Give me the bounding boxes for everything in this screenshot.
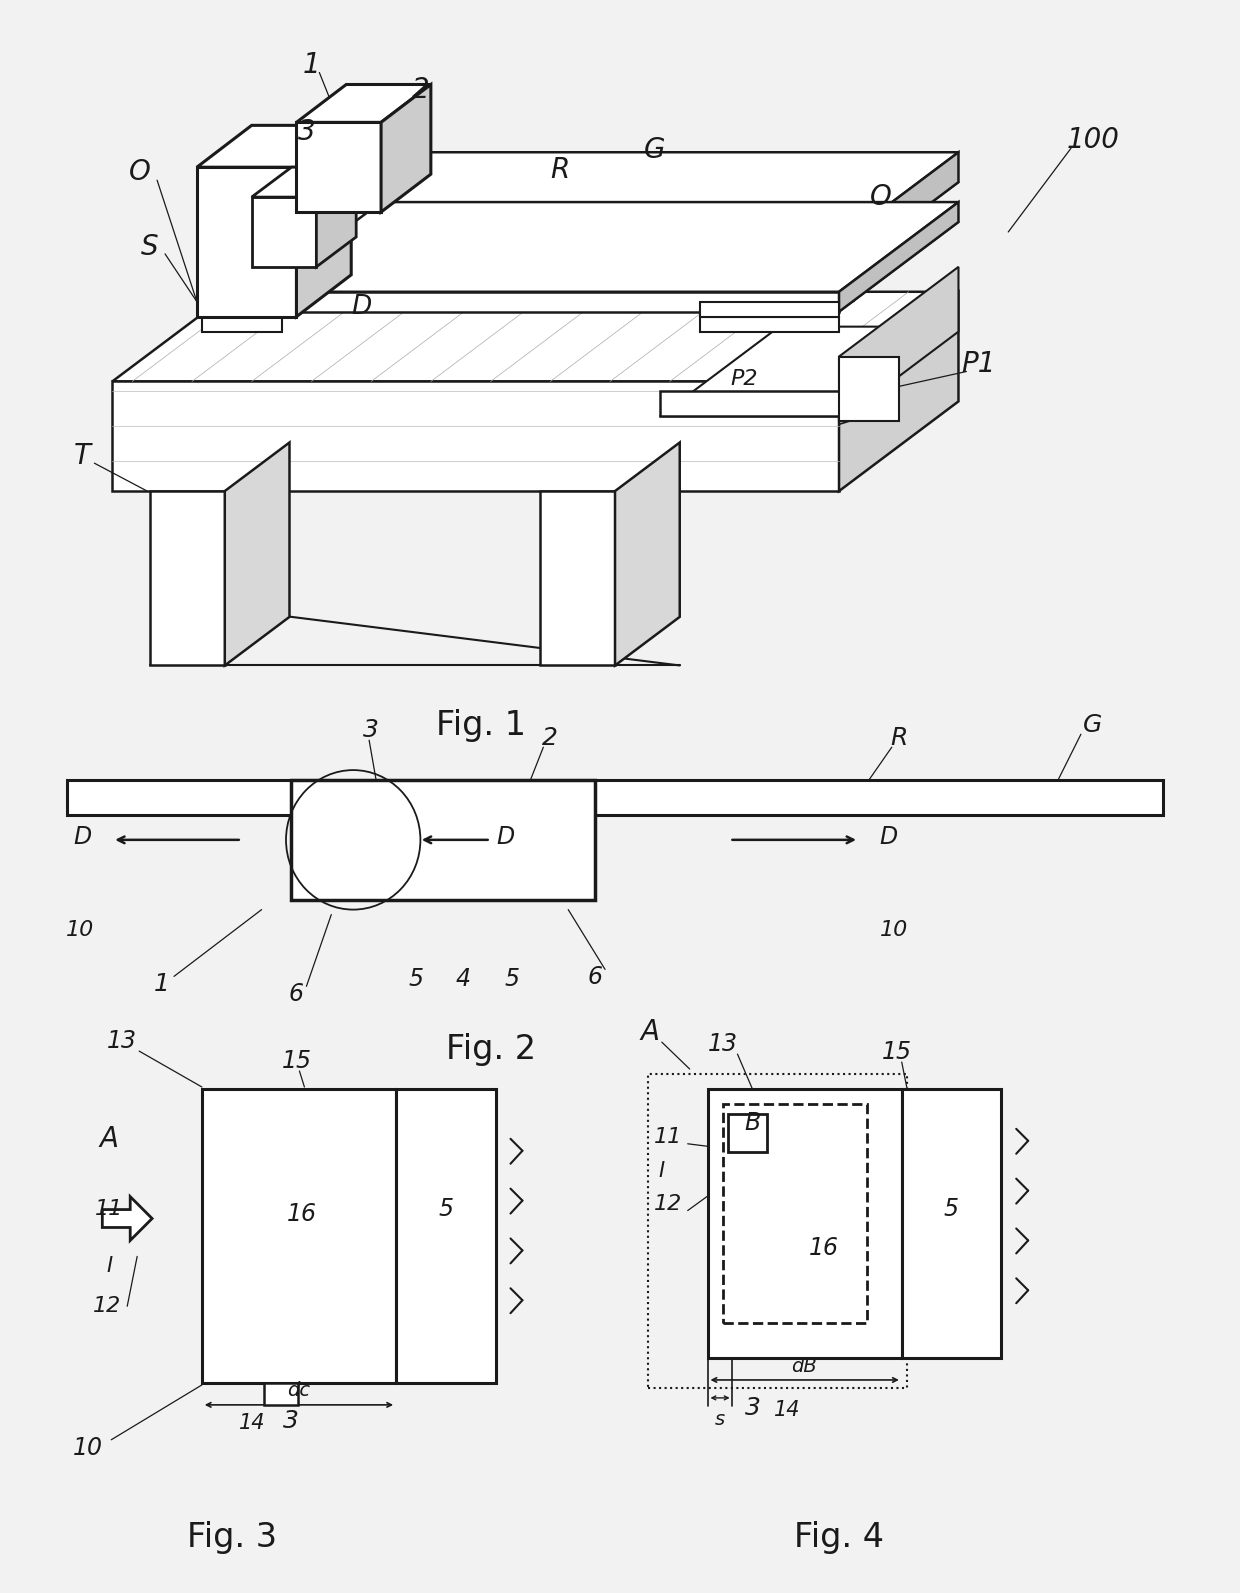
Text: 16: 16 (808, 1236, 839, 1260)
Polygon shape (660, 327, 959, 416)
Polygon shape (262, 202, 959, 292)
Text: R: R (890, 726, 908, 750)
Polygon shape (839, 268, 959, 421)
Text: I: I (658, 1161, 665, 1180)
Text: 5: 5 (505, 967, 520, 991)
Text: 12: 12 (93, 1297, 122, 1316)
Text: 13: 13 (107, 1029, 138, 1053)
Bar (264, 1383, 299, 1405)
Text: 12: 12 (653, 1193, 682, 1214)
Text: S: S (141, 233, 159, 261)
Text: 6: 6 (289, 983, 304, 1007)
Bar (647, 1074, 906, 1388)
Text: O: O (870, 183, 892, 212)
Text: R: R (551, 156, 570, 185)
Text: D: D (73, 825, 92, 849)
Bar (396, 1090, 496, 1383)
Bar (708, 1090, 901, 1359)
Text: 6: 6 (588, 965, 603, 989)
Text: 14: 14 (239, 1413, 265, 1432)
Polygon shape (699, 301, 839, 317)
Text: 14: 14 (774, 1400, 801, 1419)
Text: D: D (879, 825, 898, 849)
Polygon shape (839, 202, 959, 312)
Text: 11: 11 (95, 1198, 124, 1219)
Polygon shape (262, 242, 839, 272)
Text: 5: 5 (438, 1196, 454, 1220)
Polygon shape (197, 167, 296, 317)
Text: G: G (644, 137, 666, 164)
Text: 10: 10 (66, 919, 94, 940)
Text: 2: 2 (542, 726, 558, 750)
Text: 3: 3 (298, 118, 315, 147)
Text: T: T (74, 443, 91, 470)
Polygon shape (839, 292, 959, 491)
Text: D: D (351, 293, 371, 320)
Text: 15: 15 (281, 1050, 311, 1074)
Bar (728, 1114, 768, 1152)
Polygon shape (113, 381, 839, 491)
Text: Fig. 2: Fig. 2 (445, 1032, 536, 1066)
Text: A: A (640, 1018, 660, 1047)
Text: A: A (99, 1125, 119, 1153)
Text: 10: 10 (879, 919, 908, 940)
Text: dB: dB (791, 1357, 817, 1375)
Bar (202, 1090, 396, 1383)
Text: 1: 1 (154, 972, 170, 996)
Text: 10: 10 (72, 1435, 103, 1459)
Text: 16: 16 (286, 1201, 316, 1225)
Text: 5: 5 (408, 967, 423, 991)
Text: 11: 11 (653, 1126, 682, 1147)
Polygon shape (252, 167, 356, 198)
Polygon shape (839, 153, 959, 272)
Polygon shape (262, 153, 959, 242)
Polygon shape (113, 292, 959, 381)
Polygon shape (291, 781, 595, 900)
Text: 1: 1 (303, 51, 320, 78)
Polygon shape (224, 443, 289, 666)
Text: B: B (744, 1110, 760, 1134)
Bar (723, 1104, 867, 1324)
Text: I: I (107, 1257, 113, 1276)
Polygon shape (202, 301, 281, 317)
Text: D: D (496, 825, 515, 849)
Polygon shape (296, 126, 351, 317)
Text: O: O (129, 158, 151, 186)
Text: 5: 5 (944, 1196, 959, 1220)
Polygon shape (615, 443, 680, 666)
Text: s: s (714, 1410, 724, 1429)
Polygon shape (699, 317, 839, 331)
Polygon shape (296, 123, 381, 212)
Text: 13: 13 (708, 1032, 738, 1056)
Polygon shape (381, 84, 430, 212)
Text: Fig. 1: Fig. 1 (435, 709, 526, 742)
Text: G: G (1084, 714, 1102, 738)
Polygon shape (269, 292, 345, 322)
Polygon shape (296, 84, 430, 123)
Polygon shape (660, 392, 839, 416)
Polygon shape (541, 491, 615, 666)
Text: Fig. 4: Fig. 4 (794, 1521, 884, 1553)
Polygon shape (839, 357, 899, 421)
Polygon shape (197, 126, 351, 167)
Text: 3: 3 (283, 1408, 299, 1432)
Text: dc: dc (286, 1381, 310, 1400)
Polygon shape (67, 781, 1163, 816)
Polygon shape (150, 491, 224, 666)
Text: 4: 4 (455, 967, 470, 991)
Polygon shape (252, 198, 316, 268)
Bar (901, 1090, 1001, 1359)
Polygon shape (316, 167, 356, 268)
Polygon shape (103, 1196, 153, 1241)
Polygon shape (202, 317, 281, 331)
Text: 2: 2 (412, 76, 430, 105)
Text: P1: P1 (961, 349, 996, 378)
Text: Fig. 3: Fig. 3 (187, 1521, 277, 1553)
Text: P2: P2 (730, 370, 758, 389)
Polygon shape (262, 292, 839, 312)
Text: 3: 3 (363, 718, 379, 742)
Text: 3: 3 (744, 1395, 760, 1419)
Text: 15: 15 (882, 1040, 911, 1064)
Text: 100: 100 (1066, 126, 1120, 155)
